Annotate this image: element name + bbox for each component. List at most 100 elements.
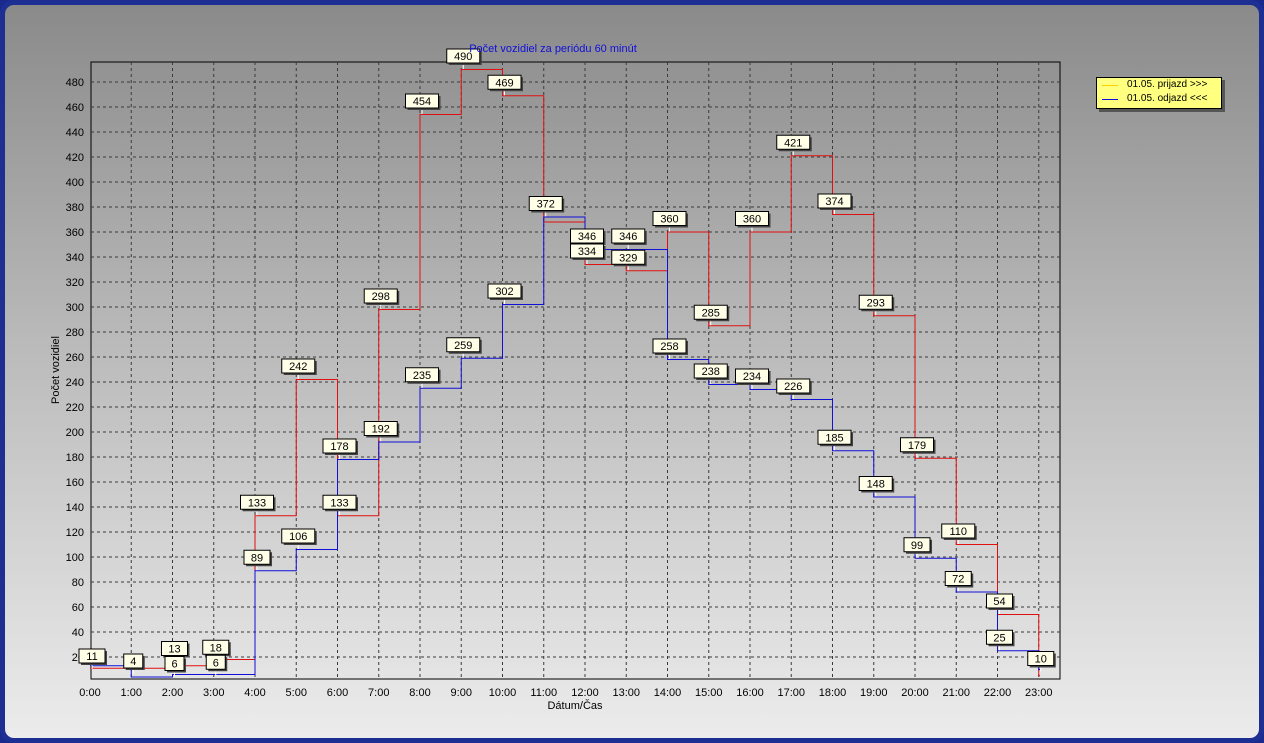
data-label: 293 [858, 294, 895, 316]
data-label-text: 234 [743, 371, 761, 383]
x-tick-label: 8:00 [409, 687, 430, 699]
data-label: 10 [1027, 651, 1056, 672]
data-label-box [78, 648, 106, 664]
data-label: 258 [652, 338, 688, 359]
y-tick-label: 340 [66, 252, 84, 264]
data-label: 235 [405, 367, 441, 388]
x-axis-title: Dátum/Čas [547, 699, 603, 712]
data-label: 6 [205, 654, 228, 676]
data-label-text: 360 [660, 214, 678, 226]
data-label-text: 89 [251, 552, 263, 564]
y-tick-label: 480 [66, 77, 84, 89]
data-label-text: 179 [908, 440, 926, 452]
data-label: 372 [528, 196, 565, 217]
data-label-box [570, 228, 604, 244]
data-label-box [858, 294, 893, 310]
data-label-text: 374 [825, 196, 843, 208]
data-label-box [693, 363, 728, 379]
x-tick-label: 5:00 [286, 687, 307, 699]
data-label-box [776, 134, 811, 150]
legend-swatch [1102, 99, 1118, 100]
legend-item-odjazd: 01.05. odjazd <<< [1097, 92, 1221, 106]
data-label-text: 346 [619, 231, 637, 243]
data-label-box [735, 368, 769, 384]
data-label-box [405, 367, 439, 383]
x-tick-label: 9:00 [451, 687, 472, 699]
x-axis: 0:00 1:00 2:00 3:00 4:00 5:00 6:00 7:00 8:00 9:00… [79, 687, 1052, 699]
data-label-box [903, 537, 931, 553]
data-label-box [205, 654, 226, 670]
y-tick-label: 60 [72, 602, 84, 614]
data-label-box [202, 639, 230, 655]
data-label-text: 99 [911, 540, 923, 552]
data-label-text: 238 [702, 366, 720, 378]
data-label-text: 178 [330, 441, 348, 453]
data-label-text: 106 [289, 531, 307, 543]
x-tick-label: 13:00 [612, 687, 640, 699]
plot-area [90, 61, 1061, 680]
data-label: 99 [903, 537, 932, 558]
data-label: 25 [986, 629, 1015, 651]
data-label-box [941, 523, 976, 539]
y-tick-label: 140 [66, 502, 84, 514]
y-tick-label: 160 [66, 477, 84, 489]
data-label-text: 110 [949, 526, 967, 538]
data-label-box [570, 243, 604, 259]
data-label: 179 [900, 437, 936, 458]
data-label-box [652, 211, 687, 226]
data-label-box [611, 228, 646, 244]
x-tick-label: 10:00 [489, 687, 517, 699]
data-label-text: 133 [330, 497, 348, 509]
data-label: 238 [693, 363, 730, 384]
legend-item-prijazd: 01.05. prijazd >>> [1097, 78, 1221, 92]
data-label-text: 490 [454, 51, 472, 63]
x-tick-label: 4:00 [244, 687, 265, 699]
data-label-text: 372 [537, 199, 555, 211]
data-label-box [123, 653, 144, 669]
data-label-text: 4 [130, 656, 136, 668]
data-label: 360 [652, 211, 688, 232]
y-tick-label: 460 [66, 102, 84, 114]
data-label-box [363, 288, 398, 304]
data-label-text: 302 [495, 286, 513, 298]
data-label-box [322, 438, 357, 454]
y-axis-title: Počet vozidiel [50, 336, 62, 404]
y-tick-label: 420 [66, 152, 84, 164]
data-label: 242 [281, 358, 317, 379]
data-label-text: 235 [413, 370, 431, 382]
data-label-box [944, 571, 972, 586]
series-line-prijazd [90, 69, 1040, 677]
data-label: 6 [164, 656, 186, 677]
data-label: 226 [776, 378, 812, 399]
data-label-text: 258 [660, 341, 678, 353]
x-tick-label: 6:00 [327, 687, 348, 699]
legend-label: 01.05. prijazd >>> [1127, 79, 1208, 90]
y-tick-label: 220 [66, 402, 84, 414]
y-tick-label: 440 [66, 127, 84, 139]
x-tick-label: 2:00 [162, 687, 183, 699]
legend: 01.05. prijazd >>> 01.05. odjazd <<< [1096, 77, 1222, 109]
data-label-text: 298 [372, 291, 390, 303]
data-label-box [164, 656, 185, 671]
data-label-text: 18 [210, 642, 222, 654]
data-label-box [161, 641, 188, 656]
data-label: 374 [817, 193, 853, 214]
data-label: 259 [446, 337, 482, 358]
data-label: 421 [776, 134, 812, 156]
y-tick-label: 100 [66, 552, 84, 564]
data-label-box [776, 378, 811, 394]
y-tick-label: 40 [72, 627, 84, 639]
y-tick-label: 360 [66, 227, 84, 239]
chart: 2040608010012014016018020022024026028030… [50, 43, 1061, 712]
data-label-box [900, 437, 934, 453]
data-label: 334 [570, 243, 606, 264]
data-label: 469 [487, 74, 523, 96]
y-axis: 2040608010012014016018020022024026028030… [66, 77, 84, 664]
data-label-text: 54 [993, 596, 1005, 608]
data-label: 490 [446, 48, 482, 69]
data-label-box [693, 304, 728, 320]
data-label: 54 [986, 593, 1015, 614]
data-label-box [446, 337, 481, 353]
data-label-box [817, 193, 852, 209]
